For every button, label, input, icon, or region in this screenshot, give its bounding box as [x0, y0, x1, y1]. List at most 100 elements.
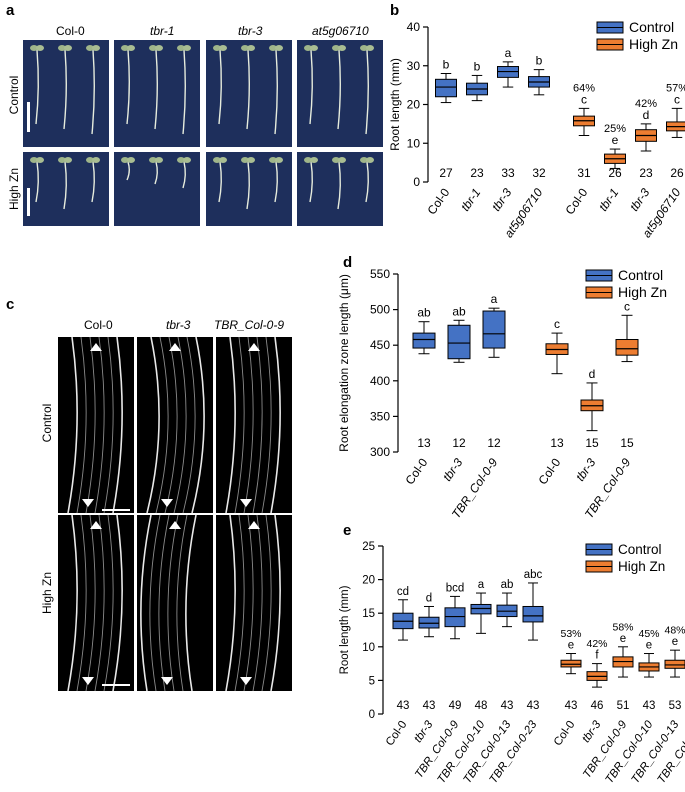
root-cell-file: [234, 337, 245, 514]
root-cell-file: [225, 514, 236, 692]
significance-letter: e: [612, 133, 619, 147]
micrograph-tile: [137, 515, 213, 691]
significance-letter: ab: [452, 304, 466, 318]
sample-size-label: 26: [670, 166, 684, 180]
scale-bar: [27, 102, 30, 132]
root-cell-file: [155, 337, 169, 514]
significance-letter: b: [474, 59, 481, 73]
category-label: tbr-3: [627, 185, 653, 213]
box: [482, 310, 506, 349]
seedling-root: [309, 49, 313, 125]
seedling-cotyledon: [177, 157, 185, 163]
y-tick-label: 30: [407, 59, 421, 73]
seedling-cotyledon: [247, 157, 255, 163]
arrowhead-marker: [161, 677, 173, 685]
category-label: tbr-3: [489, 185, 515, 213]
root-cell-file: [103, 337, 114, 514]
sample-size-label: 46: [591, 700, 604, 712]
significance-letter: d: [426, 592, 432, 604]
seedling-root: [365, 161, 369, 203]
seedling-cotyledon: [213, 45, 221, 51]
panel-label-e: e: [343, 522, 352, 539]
seedling-photo-grid: [23, 40, 383, 226]
y-tick-label: 25: [362, 541, 375, 553]
seedling-cotyledon: [310, 157, 318, 163]
seedling-cotyledon: [177, 45, 185, 51]
significance-letter: d: [643, 108, 650, 122]
box: [412, 332, 436, 349]
percent-label: 48%: [664, 625, 685, 637]
sample-size-label: 12: [487, 436, 501, 450]
seedling-root: [365, 49, 369, 135]
y-tick-label: 0: [369, 709, 375, 721]
box: [447, 324, 471, 360]
seedling-cotyledon: [304, 45, 312, 51]
seedling-root: [126, 49, 130, 125]
root-cell-file: [270, 514, 281, 692]
panel-label-b: b: [390, 2, 400, 19]
seedling-root: [337, 161, 341, 210]
root-microscopy-grid: [58, 337, 292, 692]
root-cell-file: [94, 514, 105, 692]
significance-letter: b: [443, 58, 450, 72]
significance-letter: d: [589, 367, 596, 381]
root-cell-file: [67, 337, 78, 514]
box: [615, 339, 639, 356]
sample-size-label: 31: [577, 166, 591, 180]
sample-size-label: 33: [501, 166, 515, 180]
significance-letter: c: [581, 92, 587, 106]
seedling-root: [218, 49, 222, 125]
significance-letter: f: [595, 650, 599, 662]
sample-size-label: 49: [449, 700, 462, 712]
sample-size-label: 48: [475, 700, 488, 712]
category-label: Col-0: [536, 455, 564, 487]
y-tick-label: 300: [370, 445, 390, 459]
root-cell-file: [252, 514, 263, 692]
percent-label: 25%: [604, 123, 626, 135]
seedling-cotyledon: [269, 45, 277, 51]
category-label: tbr-3: [412, 718, 436, 745]
seedling-cotyledon: [30, 45, 38, 51]
root-cell-file: [76, 514, 87, 692]
seedling-cotyledon: [30, 157, 38, 163]
panel-label-a: a: [6, 2, 15, 19]
panel-label-d: d: [343, 254, 353, 271]
sample-size-label: 32: [532, 166, 546, 180]
seedling-cotyledon: [155, 45, 163, 51]
seedling-cotyledon: [86, 157, 94, 163]
seedling-cotyledon: [366, 45, 374, 51]
significance-letter: a: [478, 579, 485, 591]
root-cell-file: [182, 337, 196, 514]
significance-letter: ab: [501, 579, 514, 591]
category-label: tbr-3: [580, 718, 604, 745]
root-cell-file: [67, 514, 78, 692]
panel-a-row-label-control: Control: [7, 75, 21, 115]
seedling-cotyledon: [332, 45, 340, 51]
box: [560, 659, 582, 668]
box: [522, 605, 544, 623]
category-label: Col-0: [563, 185, 591, 217]
y-tick-label: 40: [407, 20, 421, 34]
seedling-cotyledon: [247, 45, 255, 51]
arrowhead-marker: [240, 677, 252, 685]
seedling-cotyledon: [92, 157, 100, 163]
root-cell-file: [112, 337, 123, 514]
sample-size-label: 43: [423, 700, 436, 712]
seedling-root: [126, 161, 130, 181]
seedling-cotyledon: [304, 157, 312, 163]
seedling-cotyledon: [219, 157, 227, 163]
legend-label: Control: [629, 19, 674, 35]
seedling-cotyledon: [64, 157, 72, 163]
arrowhead-marker: [248, 343, 260, 351]
seedling-root: [91, 161, 95, 203]
root-cell-file: [112, 514, 123, 692]
y-tick-label: 350: [370, 409, 390, 423]
legend-label: Control: [618, 267, 663, 283]
sample-size-label: 15: [585, 436, 599, 450]
arrowhead-marker: [169, 521, 181, 529]
sample-size-label: 23: [470, 166, 484, 180]
root-cell-file: [146, 337, 160, 514]
sample-size-label: 27: [439, 166, 453, 180]
chart-b: 0 10 20 30 40 Root length (mm) b 27 Col-0 b 23 tbr-…: [388, 19, 685, 240]
arrowhead-marker: [90, 343, 102, 351]
